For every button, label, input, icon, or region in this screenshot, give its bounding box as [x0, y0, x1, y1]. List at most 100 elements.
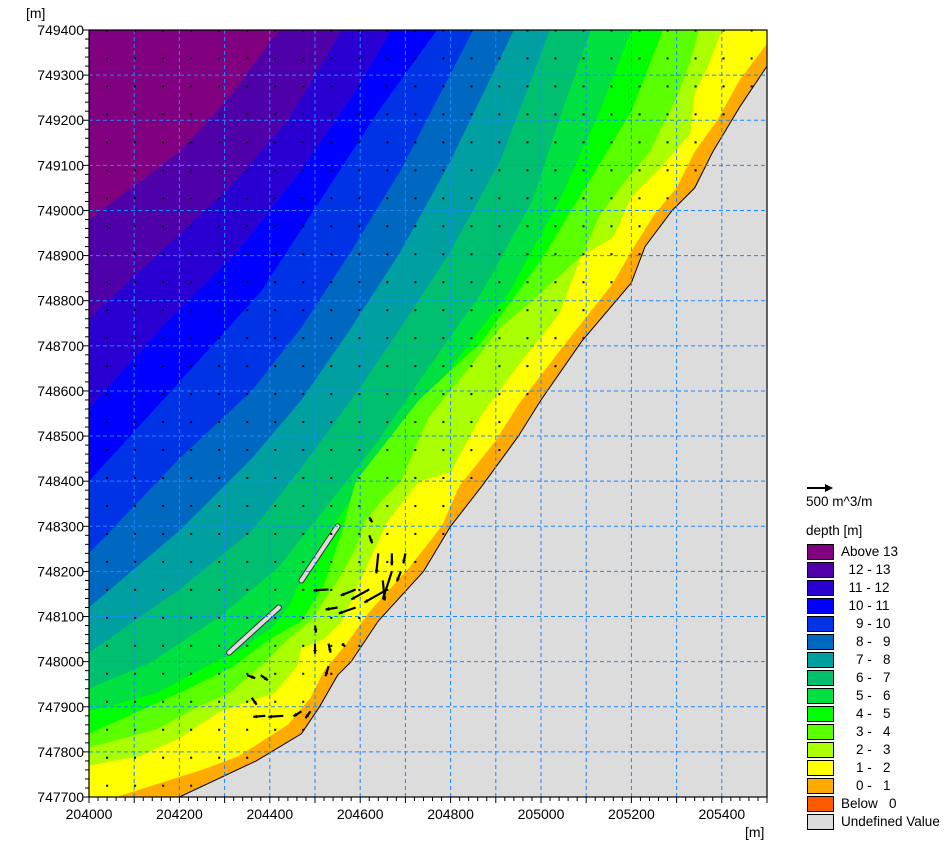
vector-dot — [330, 197, 333, 200]
vector-arrow — [292, 710, 303, 718]
vector-dot — [386, 85, 389, 88]
vector-dot — [330, 477, 333, 480]
vector-arrow — [363, 588, 388, 604]
vector-dot — [442, 337, 445, 340]
vector-dot — [218, 616, 221, 619]
legend-item: 9 - 10 — [807, 615, 946, 633]
vector-dot — [106, 141, 109, 144]
vector-dot — [134, 728, 137, 731]
vector-dot — [302, 309, 305, 312]
vector-dot — [582, 85, 585, 88]
axis-ticks: 204000 204200 204400 204600 204800 205000 2052… — [37, 22, 768, 822]
vector-dot — [162, 57, 165, 60]
vector-dot — [274, 281, 277, 284]
vector-dot — [218, 421, 221, 424]
vector-dot — [666, 85, 669, 88]
vector-dot — [106, 85, 109, 88]
legend-item: 8 - 9 — [807, 633, 946, 651]
vector-scale-arrow-icon — [807, 484, 833, 492]
legend-label: 9 - 10 — [841, 616, 891, 631]
vector-dot — [246, 672, 249, 675]
vector-dot — [442, 504, 445, 507]
vector-dot — [358, 644, 361, 647]
legend-item: Below 0 — [807, 795, 946, 813]
vector-dot — [498, 449, 501, 452]
vector-dot — [106, 393, 109, 396]
vector-dot — [302, 421, 305, 424]
vector-dot — [386, 532, 389, 535]
vector-dot — [526, 337, 529, 340]
vector-dot — [386, 253, 389, 256]
vector-dot — [638, 169, 641, 172]
y-axis-unit-label: [m] — [26, 5, 45, 21]
vector-dot — [330, 169, 333, 172]
vector-dot — [246, 141, 249, 144]
vector-dot — [554, 113, 557, 116]
vector-dot — [722, 30, 725, 32]
vector-dot — [218, 57, 221, 60]
vector-dot — [582, 169, 585, 172]
vector-head — [253, 714, 257, 719]
vector-dot — [610, 113, 613, 116]
legend-swatch — [807, 814, 834, 830]
vector-dot — [302, 532, 305, 535]
vector-dot — [106, 504, 109, 507]
vector-dot — [498, 197, 501, 200]
vector-dot — [134, 504, 137, 507]
vector-head — [369, 539, 373, 544]
vector-dot — [218, 560, 221, 563]
vector-dot — [386, 309, 389, 312]
plot-frame — [88, 29, 768, 798]
vector-dot — [498, 421, 501, 424]
vector-dot — [190, 309, 193, 312]
vector-dot — [722, 85, 725, 88]
vector-dot — [582, 57, 585, 60]
vector-arrow — [313, 625, 318, 633]
vector-dot — [470, 421, 473, 424]
vector-dot — [162, 365, 165, 368]
y-tick-label: 748200 — [37, 563, 84, 579]
vector-dot — [134, 588, 137, 591]
vector-dot — [274, 197, 277, 200]
vector-dot — [526, 197, 529, 200]
vector-dot — [470, 337, 473, 340]
vector-dot — [218, 309, 221, 312]
vector-dot — [666, 197, 669, 200]
vector-dot — [638, 113, 641, 116]
vector-dot — [134, 57, 137, 60]
vector-dot — [190, 477, 193, 480]
vector-dot — [274, 616, 277, 619]
legend-item: 11 - 12 — [807, 579, 946, 597]
vector-dot — [414, 309, 417, 312]
x-tick-label: 204000 — [66, 806, 113, 822]
vector-dot — [582, 337, 585, 340]
vector-dot — [106, 477, 109, 480]
vector-dot — [498, 337, 501, 340]
vector-dot — [134, 700, 137, 703]
vector-dot — [302, 141, 305, 144]
vector-dot — [498, 281, 501, 284]
legend-label: 8 - 9 — [841, 634, 891, 649]
vector-dot — [190, 393, 193, 396]
vector-dot — [162, 588, 165, 591]
vector-dot — [134, 560, 137, 563]
vector-head — [340, 592, 345, 596]
vector-arrow — [389, 553, 394, 566]
vector-dot — [246, 365, 249, 368]
vector-dot — [106, 784, 109, 787]
vector-dot — [106, 253, 109, 256]
vector-dot — [526, 85, 529, 88]
legend-item: 6 - 7 — [807, 669, 946, 687]
vector-arrow — [341, 642, 346, 648]
vector-dot — [526, 365, 529, 368]
vector-dot — [414, 337, 417, 340]
vector-dot — [162, 225, 165, 228]
y-tick-label: 749300 — [37, 67, 84, 83]
vector-dot — [274, 449, 277, 452]
vector-dot — [414, 225, 417, 228]
vector-dot — [190, 365, 193, 368]
vector-dot — [358, 449, 361, 452]
vector-dot — [414, 504, 417, 507]
vector-dot — [134, 421, 137, 424]
vector-dot — [134, 477, 137, 480]
